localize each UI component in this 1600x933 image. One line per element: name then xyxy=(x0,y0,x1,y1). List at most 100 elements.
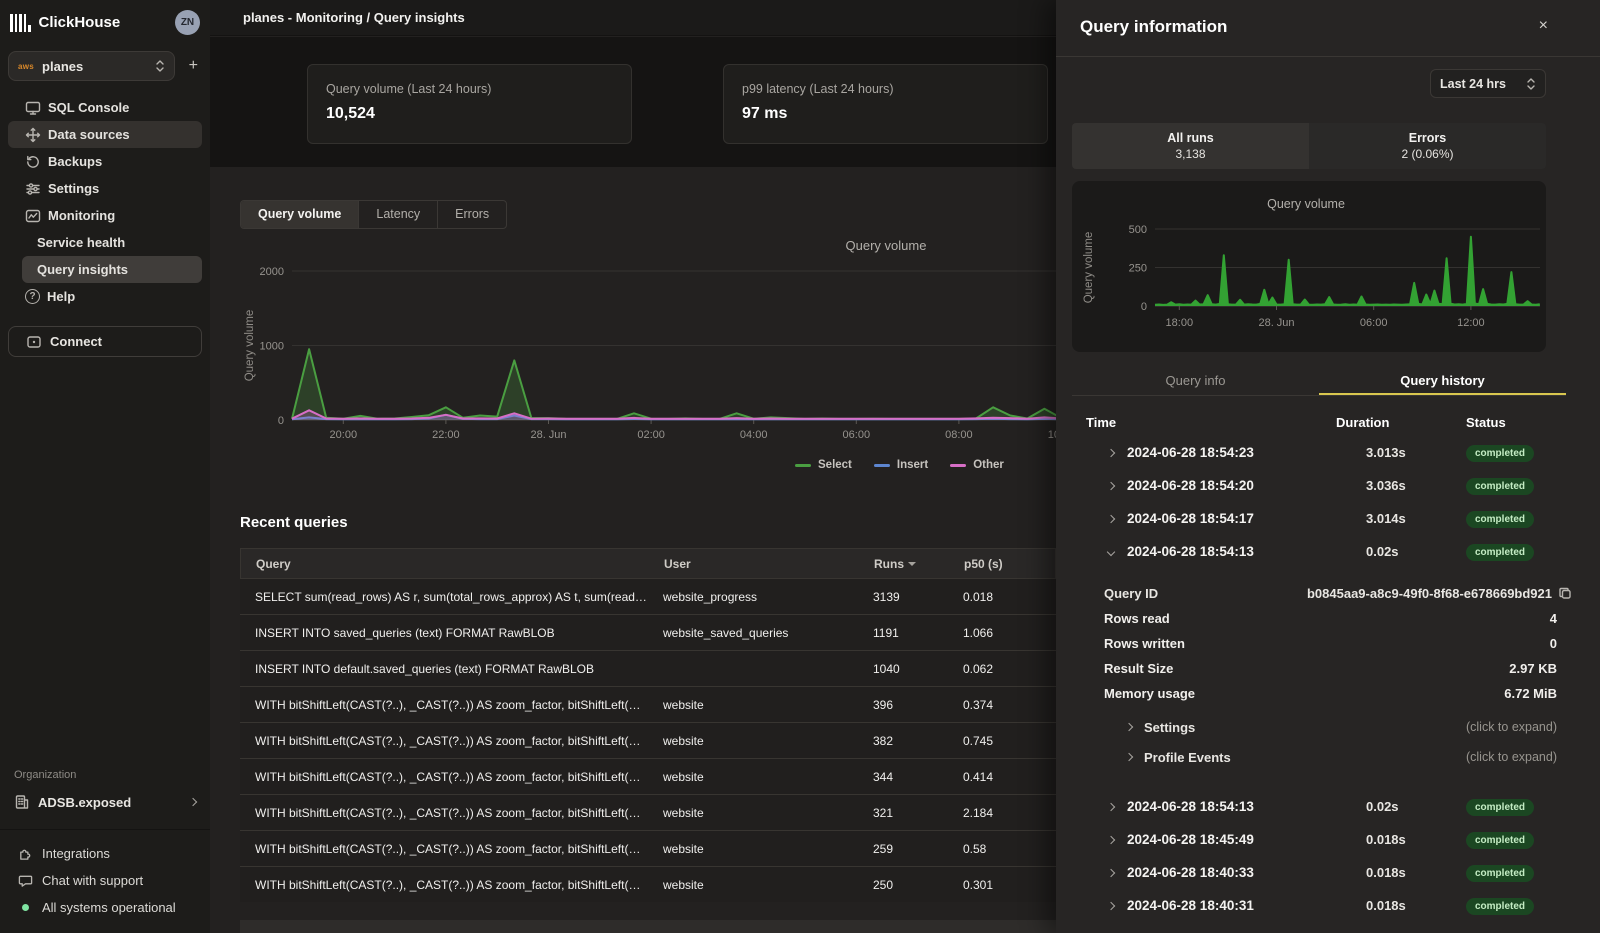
chevron-right-icon xyxy=(1124,752,1134,762)
query-text: WITH bitShiftLeft(CAST(?..), _CAST(?..))… xyxy=(255,769,663,784)
sidebar-item-label: Monitoring xyxy=(48,208,116,223)
tab-query-volume[interactable]: Query volume xyxy=(241,201,359,228)
legend-item[interactable]: Select xyxy=(795,459,852,471)
query-runs: 321 xyxy=(873,805,894,820)
query-id-row: Query ID b0845aa9-a8c9-49f0-8f68-e678669… xyxy=(1056,580,1600,606)
time-range-select[interactable]: Last 24 hrs xyxy=(1430,69,1546,98)
svg-text:Query volume: Query volume xyxy=(846,238,927,253)
connect-label: Connect xyxy=(50,334,102,349)
svg-text:12:00: 12:00 xyxy=(1457,317,1485,329)
stat-value: 10,524 xyxy=(326,105,375,122)
query-p50: 0.301 xyxy=(963,877,994,892)
sidebar-item-data-sources[interactable]: Data sources xyxy=(8,121,202,148)
sidebar-item-chat-support[interactable]: Chat with support xyxy=(8,867,202,893)
recent-query-row[interactable]: SELECT sum(read_rows) AS r, sum(total_ro… xyxy=(240,578,1056,614)
expandable-row[interactable]: Profile Events (click to expand) xyxy=(1056,742,1600,772)
sidebar-nav: SQL Console Data sources Backups Setting… xyxy=(8,94,202,310)
detail-label: Query ID xyxy=(1104,585,1159,601)
panel-title: Query information xyxy=(1080,17,1228,36)
query-text: INSERT INTO saved_queries (text) FORMAT … xyxy=(255,625,555,640)
segment-all-runs[interactable]: All runs 3,138 xyxy=(1072,123,1309,169)
recent-query-row[interactable]: WITH bitShiftLeft(CAST(?..), _CAST(?..))… xyxy=(240,758,1056,794)
history-row[interactable]: 2024-06-28 18:54:13 0.02s completed xyxy=(1056,790,1600,823)
organization-name: ADSB.exposed xyxy=(38,794,132,810)
organization-switcher[interactable]: ADSB.exposed xyxy=(8,789,202,815)
segment-errors[interactable]: Errors 2 (0.06%) xyxy=(1309,123,1546,169)
sidebar-item-integrations[interactable]: Integrations xyxy=(8,840,202,866)
query-text: WITH bitShiftLeft(CAST(?..), _CAST(?..))… xyxy=(255,877,663,892)
add-service-button[interactable]: + xyxy=(188,57,198,74)
sidebar-item-sql-console[interactable]: SQL Console xyxy=(8,94,202,121)
run-duration: 3.014s xyxy=(1366,511,1406,526)
status-badge: completed xyxy=(1466,445,1535,462)
tab-query-history[interactable]: Query history xyxy=(1319,366,1566,395)
sidebar-divider xyxy=(0,829,210,830)
recent-query-row[interactable]: WITH bitShiftLeft(CAST(?..), _CAST(?..))… xyxy=(240,722,1056,758)
history-row[interactable]: 2024-06-28 18:40:33 0.018s completed xyxy=(1056,856,1600,889)
svg-text:250: 250 xyxy=(1129,263,1147,275)
status-badge: completed xyxy=(1466,799,1535,816)
topbar: planes - Monitoring / Query insights xyxy=(210,0,1056,36)
history-row-expanded[interactable]: 2024-06-28 18:54:13 0.02s completed xyxy=(1056,535,1600,568)
history-row[interactable]: 2024-06-28 18:54:20 3.036s completed xyxy=(1056,469,1600,502)
run-duration: 0.02s xyxy=(1366,544,1399,559)
history-row[interactable]: 2024-06-28 18:54:17 3.014s completed xyxy=(1056,502,1600,535)
column-header-query[interactable]: Query xyxy=(256,556,291,571)
user-avatar[interactable]: ZN xyxy=(175,10,200,35)
legend-item[interactable]: Other xyxy=(950,459,1004,471)
recent-query-row[interactable]: WITH bitShiftLeft(CAST(?..), _CAST(?..))… xyxy=(240,794,1056,830)
tab-latency[interactable]: Latency xyxy=(358,201,437,228)
sidebar-item-settings[interactable]: Settings xyxy=(8,175,202,202)
column-header-user[interactable]: User xyxy=(664,556,691,571)
run-duration: 0.02s xyxy=(1366,799,1399,814)
chevron-right-icon xyxy=(1106,448,1116,457)
sidebar-item-help[interactable]: ? Help xyxy=(8,283,202,310)
query-text: SELECT sum(read_rows) AS r, sum(total_ro… xyxy=(255,589,663,604)
tab-query-info[interactable]: Query info xyxy=(1165,373,1226,388)
copy-icon[interactable] xyxy=(1558,586,1572,600)
run-time: 2024-06-28 18:54:13 xyxy=(1127,544,1254,559)
recent-queries-table: Query User Runs p50 (s) SELECT sum(read_… xyxy=(240,548,1056,902)
column-header-runs[interactable]: Runs xyxy=(874,557,964,571)
sidebar: ClickHouse ZN aws planes + SQL Console D… xyxy=(0,0,210,933)
run-duration: 0.018s xyxy=(1366,832,1406,847)
query-user: website xyxy=(663,697,704,712)
query-p50: 1.066 xyxy=(963,625,994,640)
history-row[interactable]: 2024-06-28 18:54:23 3.013s completed xyxy=(1056,436,1600,469)
detail-row: Memory usage 6.72 MiB xyxy=(1056,681,1600,706)
run-time: 2024-06-28 18:54:17 xyxy=(1127,511,1254,526)
svg-text:22:00: 22:00 xyxy=(432,429,460,441)
runs-errors-segmented: All runs 3,138 Errors 2 (0.06%) xyxy=(1072,123,1546,169)
connect-button[interactable]: Connect xyxy=(8,326,202,357)
recent-query-row[interactable]: INSERT INTO saved_queries (text) FORMAT … xyxy=(240,614,1056,650)
query-volume-chart: Query volume Query volume 0 1000 2000 20:00 22… xyxy=(244,238,1056,441)
svg-text:28. Jun: 28. Jun xyxy=(530,429,566,441)
recent-query-row[interactable]: INSERT INTO default.saved_queries (text)… xyxy=(240,650,1056,686)
history-row[interactable]: 2024-06-28 18:40:31 0.018s completed xyxy=(1056,889,1600,922)
sidebar-item-monitoring[interactable]: Monitoring xyxy=(8,202,202,229)
puzzle-icon xyxy=(20,849,31,860)
svg-text:06:00: 06:00 xyxy=(1360,317,1388,329)
expandable-row[interactable]: Settings (click to expand) xyxy=(1056,712,1600,742)
run-duration: 0.018s xyxy=(1366,898,1406,913)
tab-errors[interactable]: Errors xyxy=(437,201,506,228)
legend-swatch-icon xyxy=(873,463,890,467)
status-badge: completed xyxy=(1466,832,1535,849)
service-selector[interactable]: aws planes xyxy=(8,51,175,81)
recent-query-row[interactable]: WITH bitShiftLeft(CAST(?..), _CAST(?..))… xyxy=(240,830,1056,866)
recent-query-row[interactable]: WITH bitShiftLeft(CAST(?..), _CAST(?..))… xyxy=(240,686,1056,722)
recent-query-row[interactable]: WITH bitShiftLeft(CAST(?..), _CAST(?..))… xyxy=(240,866,1056,902)
history-row[interactable]: 2024-06-28 18:45:49 0.018s completed xyxy=(1056,823,1600,856)
sidebar-item-query-insights[interactable]: Query insights xyxy=(22,256,202,283)
legend-item[interactable]: Insert xyxy=(873,459,928,471)
system-status-link[interactable]: All systems operational xyxy=(8,894,202,920)
close-icon[interactable]: × xyxy=(1538,17,1548,34)
svg-text:20:00: 20:00 xyxy=(330,429,358,441)
sidebar-item-service-health[interactable]: Service health xyxy=(22,229,202,256)
run-time: 2024-06-28 18:45:49 xyxy=(1127,832,1254,847)
sidebar-item-backups[interactable]: Backups xyxy=(8,148,202,175)
help-icon: ? xyxy=(25,289,40,304)
sidebar-item-label: Backups xyxy=(48,154,103,169)
column-header-p50[interactable]: p50 (s) xyxy=(964,556,1003,571)
